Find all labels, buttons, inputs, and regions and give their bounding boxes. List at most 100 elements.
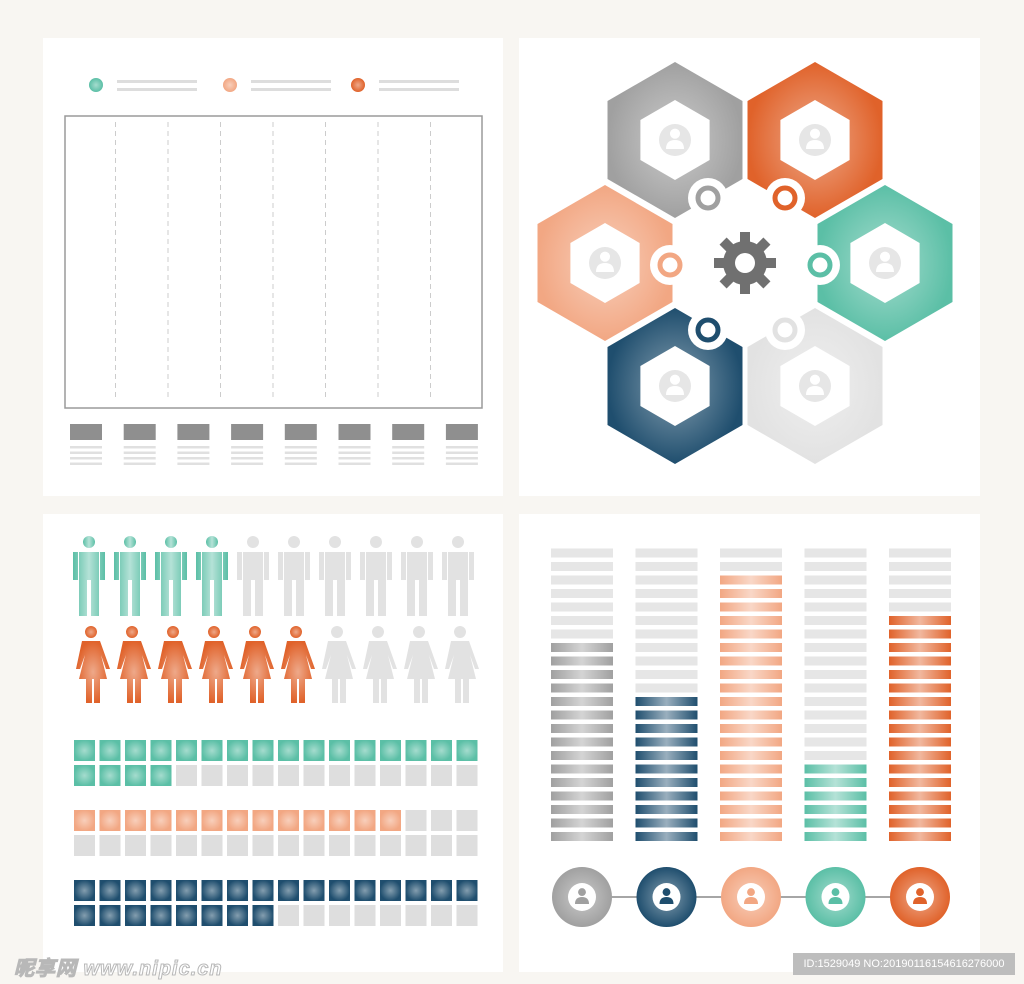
- stack-slot-empty: [804, 710, 867, 720]
- square-peach: [278, 810, 299, 831]
- stack-slot-empty: [551, 602, 613, 612]
- man-icon: [319, 536, 351, 616]
- body: [442, 552, 474, 616]
- square-teal: [354, 740, 376, 761]
- stack-slot-empty: [635, 629, 698, 639]
- stack-slot-gray: [551, 791, 613, 801]
- connector-ring-bg: [765, 310, 805, 350]
- stack-slot-peach: [720, 724, 782, 733]
- stack-slot-peach: [720, 764, 782, 774]
- stack-slot-teal: [804, 764, 867, 774]
- category-text-line: [231, 446, 264, 449]
- square-navy: [227, 880, 248, 901]
- stack-slot-orange: [889, 764, 951, 774]
- body: [322, 641, 356, 703]
- head: [247, 536, 259, 548]
- head: [454, 626, 466, 638]
- square-empty: [278, 835, 299, 856]
- body: [117, 641, 151, 703]
- body: [237, 552, 269, 616]
- body: [363, 641, 397, 703]
- watermark-site: 昵享网 www.nipic.cn: [14, 958, 223, 981]
- category-text-line: [392, 451, 425, 454]
- legend-dot-peach: [223, 78, 237, 92]
- category-text-line: [338, 446, 371, 449]
- man-icon: [442, 536, 474, 616]
- stack-slot-orange: [889, 832, 951, 841]
- body: [199, 641, 233, 703]
- square-teal: [150, 765, 172, 786]
- stack-slot-empty: [551, 548, 613, 558]
- category-text-line: [284, 457, 317, 460]
- square-navy: [329, 880, 350, 901]
- stack-slot-gray: [551, 805, 613, 814]
- user-body: [828, 897, 843, 904]
- stack-slot-empty: [804, 589, 867, 598]
- square-navy: [99, 905, 121, 926]
- stack-slot-empty: [889, 548, 951, 558]
- stack-slot-empty: [889, 575, 951, 585]
- woman-icon-highlighted: [76, 626, 110, 703]
- user-body: [806, 140, 824, 149]
- category-text-line: [445, 451, 478, 454]
- connector-ring-navy: [695, 317, 721, 343]
- stack-slot-empty: [804, 656, 867, 666]
- category-text-line: [70, 462, 102, 465]
- user-head: [747, 888, 755, 897]
- stack-slot-peach: [720, 656, 782, 666]
- category-text-line: [70, 457, 102, 460]
- category-text-line: [392, 446, 425, 449]
- stack-slot-empty: [804, 683, 867, 693]
- user-head: [831, 888, 840, 897]
- square-navy: [176, 905, 197, 926]
- stack-slot-empty: [551, 616, 613, 625]
- category-label-box: [231, 424, 264, 440]
- gear-tooth: [740, 282, 750, 294]
- stack-slot-peach: [720, 670, 782, 679]
- square-navy: [431, 880, 452, 901]
- category-text-line: [284, 451, 317, 454]
- body: [360, 552, 392, 616]
- user-head: [669, 128, 681, 139]
- category-text-line: [123, 451, 156, 454]
- stack-slot-peach: [720, 589, 782, 598]
- square-peach: [99, 810, 121, 831]
- stack-slot-peach: [720, 805, 782, 814]
- square-empty: [405, 810, 427, 831]
- stack-slot-gray: [551, 832, 613, 841]
- square-empty: [354, 835, 376, 856]
- category-text-line: [70, 446, 102, 449]
- stack-slot-gray: [551, 670, 613, 679]
- square-navy: [74, 905, 95, 926]
- connector-ring-bg: [765, 178, 805, 218]
- user-icon: [806, 374, 824, 395]
- stack-slot-peach: [720, 751, 782, 760]
- stack-slot-gray: [551, 643, 613, 652]
- square-empty: [176, 835, 197, 856]
- stack-slot-navy: [635, 724, 698, 733]
- stack-slot-empty: [889, 602, 951, 612]
- stack-slot-empty: [635, 548, 698, 558]
- square-empty: [74, 835, 95, 856]
- category-text-line: [445, 446, 478, 449]
- man-icon-highlighted: [114, 536, 146, 616]
- stack-slot-peach: [720, 602, 782, 612]
- square-teal: [176, 740, 197, 761]
- connector-ring-bg: [800, 245, 840, 285]
- stack-slot-teal: [804, 818, 867, 828]
- stack-slot-gray: [551, 751, 613, 760]
- category-text-line: [123, 462, 156, 465]
- head: [126, 626, 138, 638]
- square-empty: [380, 905, 401, 926]
- square-teal: [329, 740, 350, 761]
- stack-slot-teal: [804, 805, 867, 814]
- category-text-line: [70, 451, 102, 454]
- man-icon-highlighted: [196, 536, 228, 616]
- stack-slot-empty: [635, 602, 698, 612]
- square-empty: [303, 835, 325, 856]
- user-icon: [666, 374, 684, 395]
- square-peach: [303, 810, 325, 831]
- square-peach: [354, 810, 376, 831]
- stack-slot-peach: [720, 697, 782, 706]
- stack-slot-empty: [635, 656, 698, 666]
